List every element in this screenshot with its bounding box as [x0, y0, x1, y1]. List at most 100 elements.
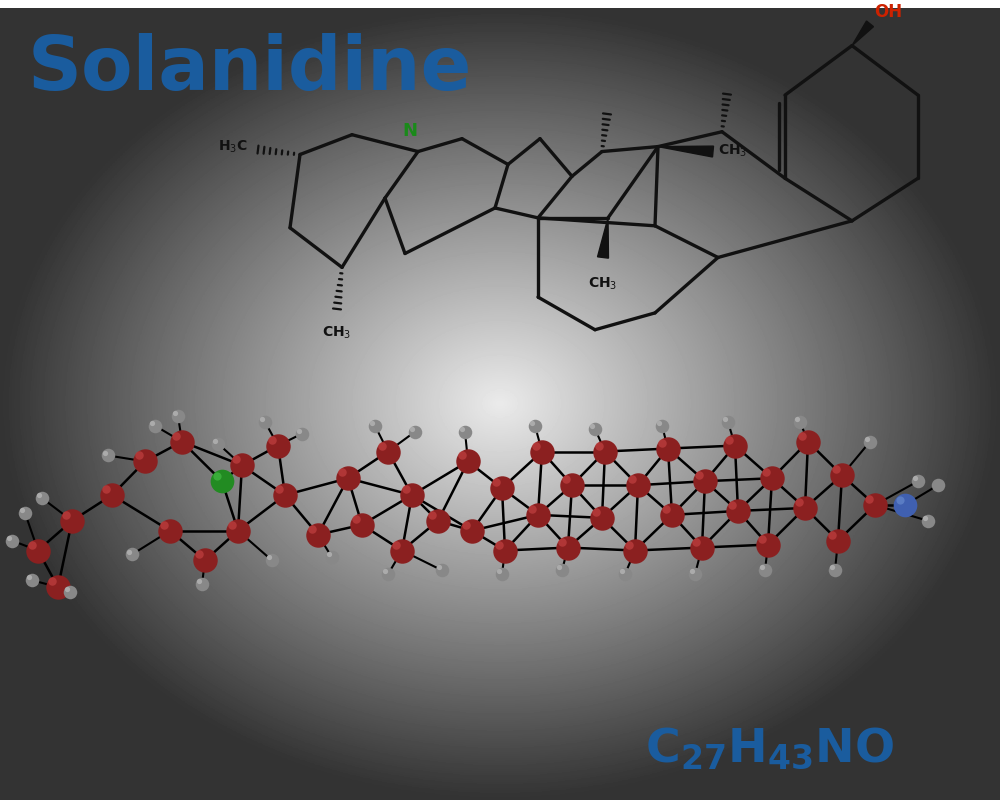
Point — [727, 439, 743, 452]
Point — [230, 524, 246, 537]
Point — [691, 469, 707, 482]
Point — [587, 422, 603, 435]
Point — [228, 453, 244, 466]
Point — [264, 434, 280, 446]
Point — [800, 435, 816, 448]
Point — [551, 561, 567, 574]
Point — [270, 439, 286, 452]
Point — [30, 544, 46, 557]
Point — [434, 564, 450, 577]
Point — [534, 445, 550, 458]
Point — [194, 578, 210, 590]
Point — [404, 489, 420, 502]
Point — [168, 430, 184, 442]
Point — [757, 564, 773, 577]
Point — [494, 482, 510, 494]
Text: $\mathbf{C_{27}H_{43}NO}$: $\mathbf{C_{27}H_{43}NO}$ — [645, 726, 894, 771]
Point — [44, 575, 60, 588]
Point — [584, 419, 600, 432]
Text: Solanidine: Solanidine — [28, 33, 472, 106]
Point — [754, 532, 770, 545]
Point — [17, 506, 33, 519]
Point — [651, 417, 667, 430]
Point — [617, 568, 633, 581]
Point — [524, 417, 540, 430]
Point — [21, 571, 37, 584]
Point — [454, 422, 470, 435]
Point — [377, 565, 393, 578]
Point — [554, 564, 570, 577]
Point — [214, 475, 230, 488]
Point — [14, 503, 30, 516]
Point — [104, 489, 120, 502]
Point — [688, 535, 704, 548]
Point — [789, 413, 805, 426]
Point — [717, 413, 733, 426]
Point — [334, 466, 350, 478]
Point — [59, 582, 75, 595]
Point — [697, 475, 713, 488]
Point — [859, 432, 875, 445]
Point — [764, 472, 780, 485]
Point — [907, 472, 923, 485]
Point — [824, 561, 840, 574]
Point — [291, 424, 307, 437]
Point — [380, 568, 396, 581]
Point — [862, 435, 878, 448]
Point — [560, 541, 576, 554]
Point — [792, 415, 808, 428]
Point — [830, 534, 846, 547]
Point — [797, 502, 813, 514]
Point — [191, 548, 207, 561]
Point — [124, 548, 140, 561]
Point — [458, 518, 474, 531]
Point — [304, 522, 320, 535]
Point — [867, 498, 883, 511]
Point — [62, 586, 78, 598]
Point — [170, 410, 186, 422]
Point — [694, 541, 710, 554]
Point — [684, 565, 700, 578]
Point — [367, 419, 383, 432]
Point — [558, 473, 574, 486]
Point — [374, 439, 390, 452]
Point — [24, 574, 40, 586]
Point — [494, 568, 510, 581]
Text: CH$_3$: CH$_3$ — [718, 142, 747, 158]
Point — [209, 470, 225, 482]
Point — [627, 544, 643, 557]
Point — [121, 545, 137, 558]
Point — [58, 509, 74, 522]
Point — [491, 538, 507, 551]
Point — [24, 538, 40, 551]
Point — [197, 554, 213, 567]
Point — [824, 528, 840, 541]
Point — [720, 415, 736, 428]
Point — [398, 482, 414, 495]
Point — [524, 502, 540, 515]
Point — [794, 430, 810, 442]
Point — [910, 475, 926, 488]
Point — [834, 469, 850, 482]
Point — [658, 502, 674, 515]
Point — [207, 434, 223, 447]
Point — [354, 518, 370, 531]
Point — [34, 492, 50, 505]
Point — [98, 482, 114, 495]
Point — [294, 427, 310, 440]
Point — [388, 538, 404, 551]
Point — [920, 514, 936, 527]
Point — [621, 538, 637, 551]
Point — [394, 544, 410, 557]
Point — [264, 554, 280, 567]
Point — [210, 437, 226, 450]
Point — [527, 419, 543, 432]
Point — [271, 482, 287, 495]
Point — [654, 419, 670, 432]
Point — [340, 472, 356, 485]
Text: H$_3$C: H$_3$C — [218, 138, 248, 154]
Point — [892, 494, 908, 506]
Point — [488, 476, 504, 489]
Point — [404, 422, 420, 435]
Polygon shape — [658, 146, 713, 157]
